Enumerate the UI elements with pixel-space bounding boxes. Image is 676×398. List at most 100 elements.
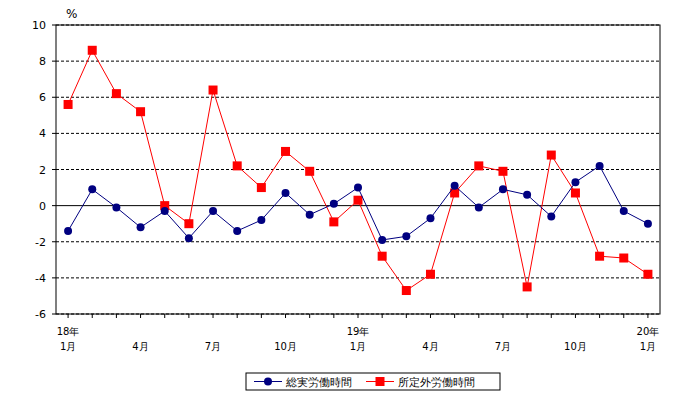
x-tick — [575, 314, 576, 318]
series-marker — [112, 203, 120, 211]
series-marker — [620, 207, 628, 215]
legend-box — [246, 373, 500, 390]
series-marker — [595, 252, 604, 261]
series-marker — [282, 189, 290, 197]
series-marker — [185, 234, 193, 242]
x-tick — [116, 314, 117, 318]
y-tick-label: -6 — [35, 308, 46, 321]
x-tick-label: 10月 — [564, 341, 587, 352]
x-tick-label: 10月 — [274, 341, 297, 352]
grid-line — [56, 205, 660, 206]
y-tick-label: 4 — [39, 127, 46, 140]
x-tick — [430, 314, 431, 318]
chart-svg: -6-4-20246810%18年1月4月7月10月19年1月4月7月10月20… — [0, 0, 676, 398]
grid-line — [56, 169, 660, 170]
series-marker — [137, 223, 145, 231]
series-line — [68, 50, 648, 290]
x-tick-label-line: 18年 — [57, 326, 80, 337]
series-marker — [354, 196, 363, 205]
x-tick — [140, 314, 141, 318]
series-marker — [644, 220, 652, 228]
series-marker — [88, 185, 96, 193]
x-tick — [647, 314, 648, 318]
series-marker — [88, 46, 97, 55]
series-marker — [305, 167, 314, 176]
legend-marker — [264, 378, 272, 386]
series-marker — [402, 286, 411, 295]
legend-marker — [376, 377, 385, 386]
x-tick — [68, 314, 69, 318]
series-marker — [523, 282, 532, 291]
y-tick — [52, 97, 56, 98]
series-line — [68, 166, 648, 240]
x-tick — [92, 314, 93, 318]
y-tick — [52, 314, 56, 315]
y-axis-label: % — [66, 7, 77, 21]
x-tick — [285, 314, 286, 318]
legend-label: 所定外労働時間 — [398, 376, 475, 389]
series-marker — [64, 227, 72, 235]
y-tick-label: 8 — [39, 55, 46, 68]
y-tick-label: -2 — [35, 236, 46, 249]
series-marker — [354, 184, 362, 192]
series-marker — [161, 207, 169, 215]
series-marker — [596, 162, 604, 170]
y-tick-label: 0 — [39, 200, 46, 213]
x-tick — [478, 314, 479, 318]
y-tick — [52, 205, 56, 206]
y-tick — [52, 61, 56, 62]
series-marker — [523, 191, 531, 199]
series-marker — [498, 167, 507, 176]
x-tick-label: 20年1月 — [637, 326, 660, 352]
series-marker — [547, 151, 556, 160]
series-marker — [547, 212, 555, 220]
x-tick-label: 18年1月 — [57, 326, 80, 352]
series-marker — [64, 100, 73, 109]
y-tick — [52, 169, 56, 170]
plot-frame — [56, 25, 660, 314]
x-tick-label-line: 7月 — [495, 341, 511, 352]
grid-line — [56, 241, 660, 242]
series-marker — [281, 147, 290, 156]
x-tick — [164, 314, 165, 318]
series-marker — [233, 161, 242, 170]
x-tick-label-line: 7月 — [205, 341, 221, 352]
series-marker — [451, 182, 459, 190]
x-tick — [237, 314, 238, 318]
y-tick-label: 2 — [39, 164, 46, 177]
series-marker — [378, 252, 387, 261]
x-tick — [454, 314, 455, 318]
series-marker — [571, 178, 579, 186]
x-tick — [527, 314, 528, 318]
grid-line — [56, 97, 660, 98]
x-tick — [188, 314, 189, 318]
x-tick-label: 4月 — [422, 341, 438, 352]
x-tick-label-line: 19年 — [347, 326, 370, 337]
y-tick — [52, 241, 56, 242]
series-marker — [378, 236, 386, 244]
x-tick — [309, 314, 310, 318]
x-tick-label: 19年1月 — [347, 326, 370, 352]
series-marker — [426, 214, 434, 222]
series-marker — [475, 203, 483, 211]
series-marker — [257, 183, 266, 192]
x-tick-label-line: 1月 — [60, 341, 76, 352]
x-tick-label: 7月 — [205, 341, 221, 352]
series-marker — [426, 270, 435, 279]
x-tick-label-line: 20年 — [637, 326, 660, 337]
x-tick-label: 7月 — [495, 341, 511, 352]
chart-root: -6-4-20246810%18年1月4月7月10月19年1月4月7月10月20… — [0, 0, 676, 398]
x-tick — [261, 314, 262, 318]
series-marker — [474, 161, 483, 170]
x-tick — [551, 314, 552, 318]
y-tick-label: -4 — [35, 272, 46, 285]
legend: 総実労働時間所定外労働時間 — [246, 373, 500, 390]
x-tick — [623, 314, 624, 318]
x-tick — [382, 314, 383, 318]
series-marker — [136, 107, 145, 116]
x-tick — [333, 314, 334, 318]
series-marker — [112, 89, 121, 98]
x-tick — [502, 314, 503, 318]
series-marker — [209, 86, 218, 95]
x-tick-label-line: 1月 — [350, 341, 366, 352]
